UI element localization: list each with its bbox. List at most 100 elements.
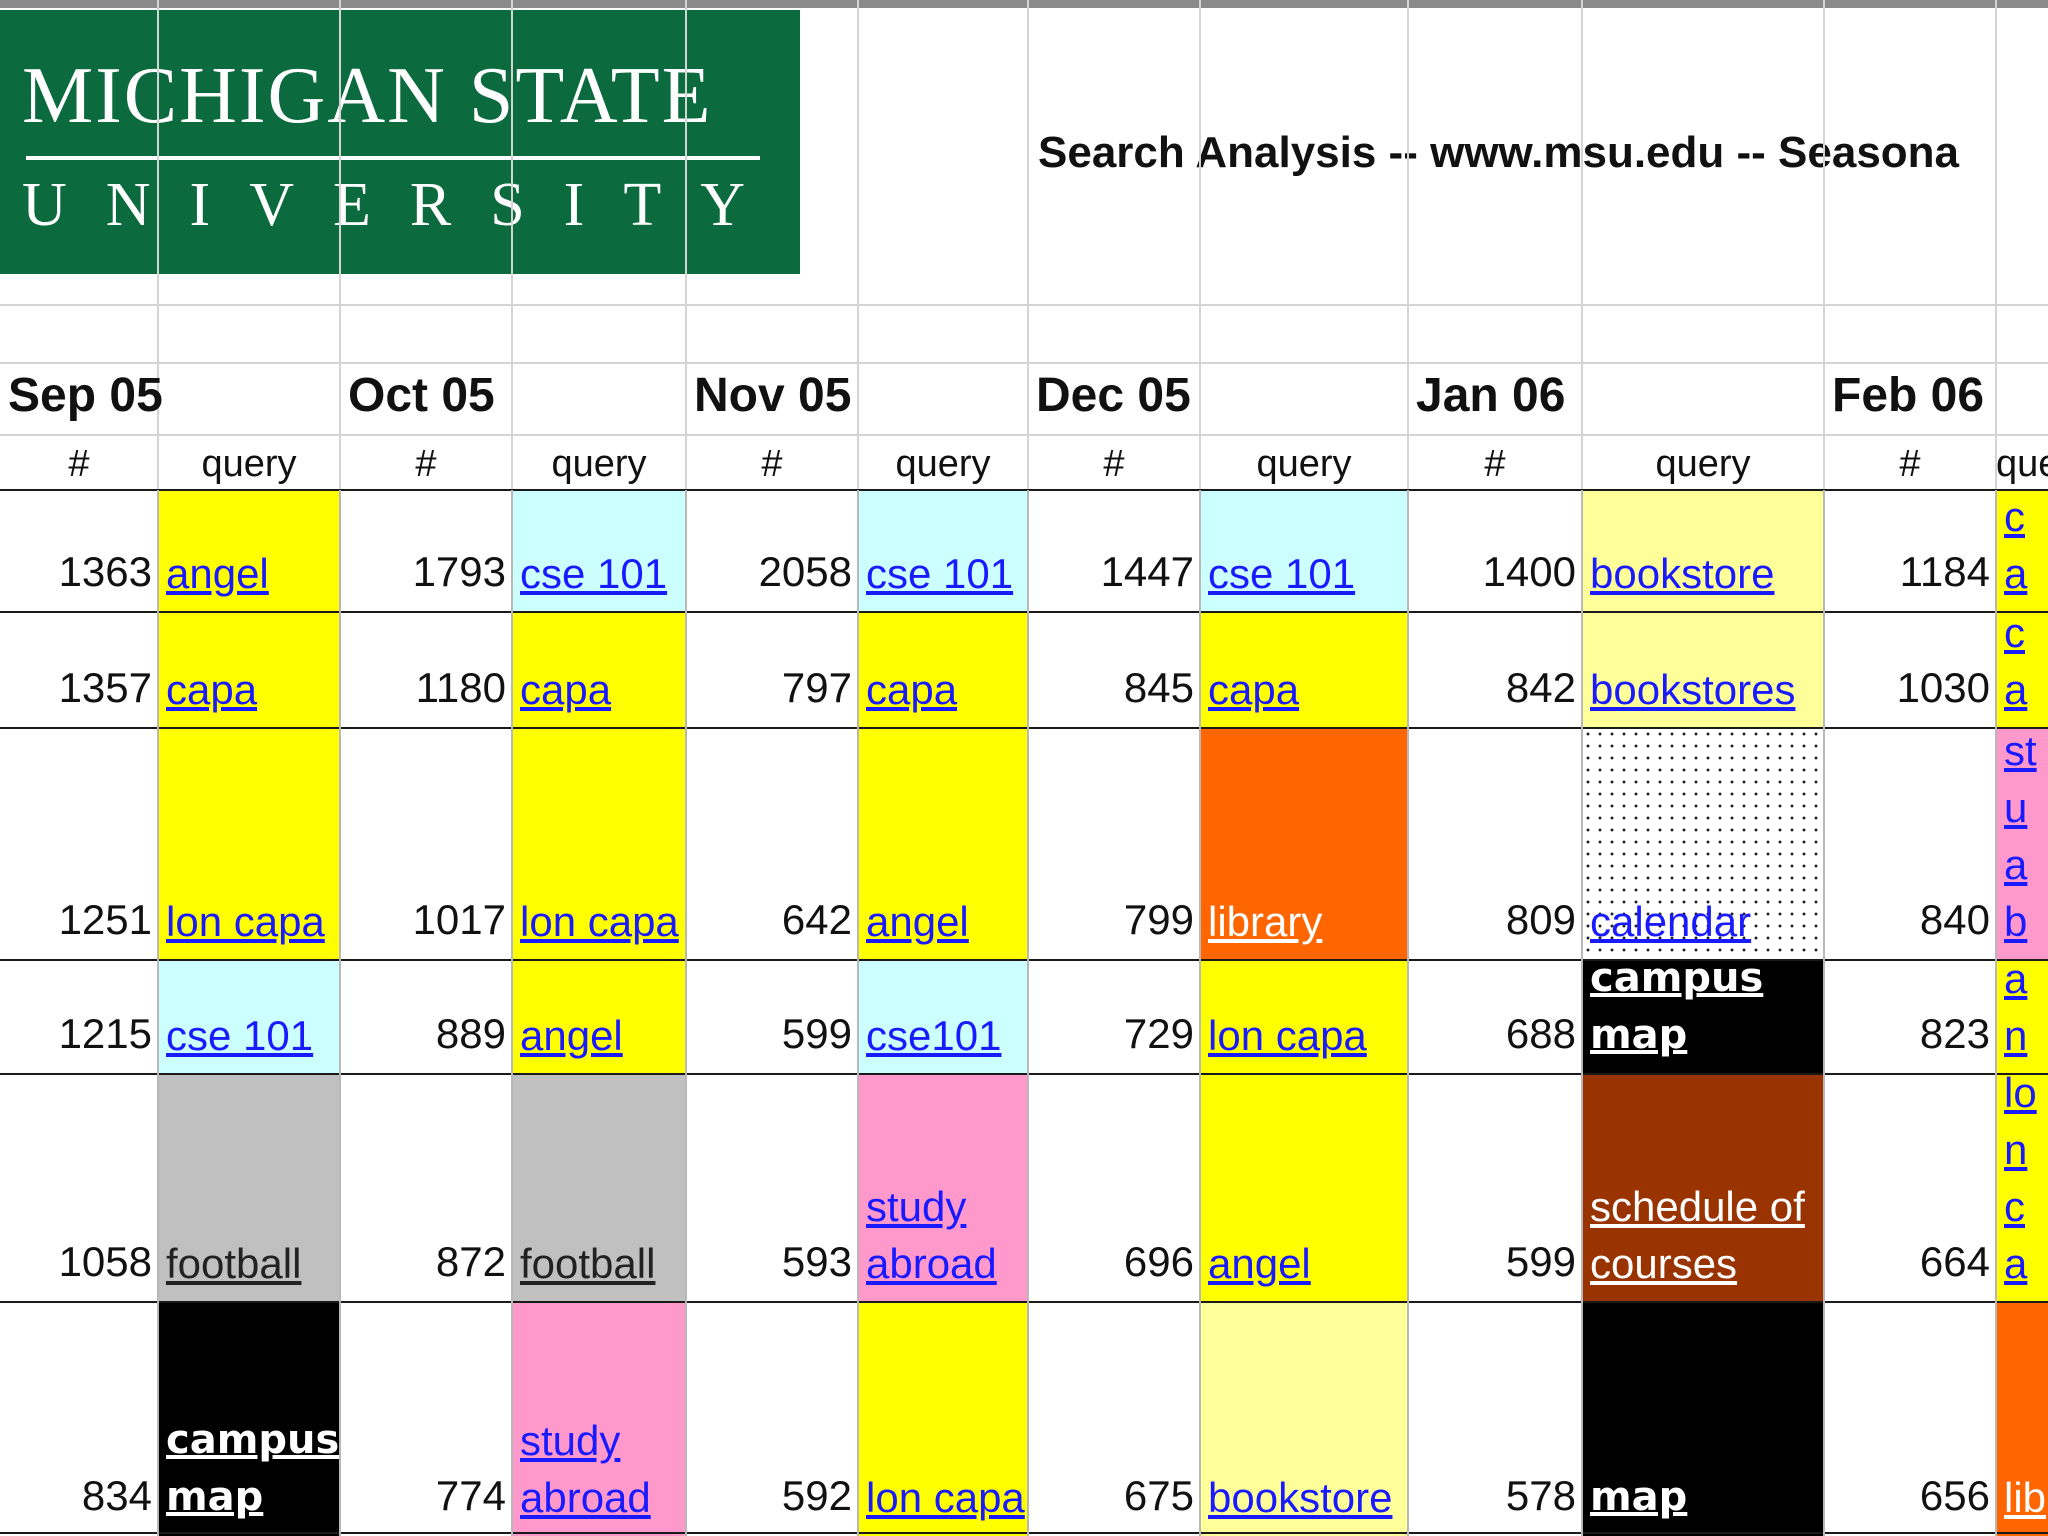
column-separator xyxy=(339,490,341,1536)
query-link[interactable]: lon ca xyxy=(2004,1074,2037,1287)
query-count: 889 xyxy=(435,1010,506,1057)
query-count: 774 xyxy=(435,1472,506,1519)
query-link[interactable]: football xyxy=(520,1240,656,1287)
query-link[interactable]: lib xyxy=(2004,1474,2047,1521)
query-link[interactable]: football xyxy=(166,1240,302,1287)
query-link[interactable]: angel xyxy=(866,898,969,945)
query-link[interactable]: map xyxy=(1590,1474,1688,1520)
count-column-header: # xyxy=(1484,443,1506,485)
month-header: Oct 05 xyxy=(348,369,495,422)
query-count: 593 xyxy=(781,1238,852,1285)
query-link[interactable]: angel xyxy=(166,550,269,597)
query-link[interactable]: lon capa xyxy=(520,898,679,945)
query-link[interactable]: angel xyxy=(1208,1240,1311,1287)
query-count: 656 xyxy=(1919,1472,1990,1519)
query-cell: map xyxy=(1582,1302,1824,1536)
query-link[interactable]: bookstore xyxy=(1590,550,1775,597)
column-separator xyxy=(685,490,687,1536)
gridline-horizontal xyxy=(0,304,2048,306)
count-column-header: # xyxy=(761,443,783,485)
query-link[interactable]: capa xyxy=(1208,666,1300,713)
query-count: 797 xyxy=(781,664,852,711)
query-cell: cse 101 xyxy=(158,960,340,1074)
column-separator xyxy=(1995,490,1997,1536)
query-link[interactable]: library xyxy=(1208,898,1323,945)
query-count: 1030 xyxy=(1896,664,1990,711)
gridline-horizontal xyxy=(0,434,2048,436)
query-link[interactable]: ca xyxy=(2004,493,2028,597)
query-count: 696 xyxy=(1123,1238,1194,1285)
query-link[interactable]: cse 101 xyxy=(520,550,668,597)
query-cell: angel xyxy=(512,960,686,1074)
query-link[interactable]: cse 101 xyxy=(866,550,1014,597)
column-separator xyxy=(1581,490,1583,1536)
row-separator xyxy=(0,1301,2048,1303)
query-link[interactable]: cse101 xyxy=(866,1012,1002,1059)
query-cell: lon ca xyxy=(1996,612,2048,728)
query-cell: cse 101 xyxy=(1200,490,1408,612)
query-count: 799 xyxy=(1123,896,1194,943)
query-column-header: query xyxy=(1256,443,1352,485)
query-link[interactable]: capa xyxy=(866,666,958,713)
query-count: 592 xyxy=(781,1472,852,1519)
row-separator xyxy=(0,959,2048,961)
query-count: 2058 xyxy=(758,548,852,595)
query-cell: capa xyxy=(512,612,686,728)
query-link[interactable]: cse 101 xyxy=(166,1012,314,1059)
query-link[interactable]: schedule of courses xyxy=(1590,1183,1805,1287)
logo-line1: MICHIGAN STATE xyxy=(22,52,713,140)
query-cell: football xyxy=(512,1074,686,1302)
query-cell: library xyxy=(1200,728,1408,960)
column-separator xyxy=(157,490,159,1536)
query-link[interactable]: campus map xyxy=(166,1417,340,1520)
query-cell: stu ab xyxy=(1996,728,2048,960)
query-count: 823 xyxy=(1919,1010,1990,1057)
row-separator xyxy=(0,489,2048,491)
query-link[interactable]: campus map xyxy=(1590,960,1764,1058)
query-link[interactable]: bookstore xyxy=(1208,1474,1393,1521)
query-cell: football xyxy=(158,1074,340,1302)
query-link[interactable]: stu ab xyxy=(2004,728,2037,945)
query-cell: cse 101 xyxy=(858,490,1028,612)
month-header: Sep 05 xyxy=(8,369,163,422)
query-cell: an xyxy=(1996,960,2048,1074)
query-count: 834 xyxy=(81,1472,152,1519)
query-count: 1017 xyxy=(412,896,506,943)
gridline-horizontal xyxy=(0,362,2048,364)
query-link[interactable]: calendar xyxy=(1590,898,1752,945)
query-cell: lib xyxy=(1996,1302,2048,1536)
msu-logo: MICHIGAN STATE UNIVERSITY xyxy=(0,10,800,274)
query-cell: campus map xyxy=(1582,960,1824,1074)
query-link[interactable]: lon ca xyxy=(2004,612,2028,713)
query-link[interactable]: study abroad xyxy=(520,1417,651,1521)
query-column-header: query xyxy=(1655,443,1751,485)
query-count: 1058 xyxy=(58,1238,152,1285)
query-cell: lon capa xyxy=(512,728,686,960)
query-link[interactable]: angel xyxy=(520,1012,623,1059)
query-link[interactable]: capa xyxy=(520,666,612,713)
count-column-header: # xyxy=(1899,443,1921,485)
column-separator xyxy=(857,490,859,1536)
query-cell: lon ca xyxy=(1996,1074,2048,1302)
query-link[interactable]: study abroad xyxy=(866,1183,997,1287)
query-column-header: query xyxy=(201,443,297,485)
query-count: 1447 xyxy=(1100,548,1194,595)
query-link[interactable]: bookstores xyxy=(1590,666,1796,713)
month-header: Dec 05 xyxy=(1036,369,1191,422)
query-cell: capa xyxy=(1200,612,1408,728)
logo-line2: UNIVERSITY xyxy=(22,171,784,239)
query-count: 1251 xyxy=(58,896,152,943)
query-cell: bookstore xyxy=(1582,490,1824,612)
query-link[interactable]: lon capa xyxy=(166,898,325,945)
query-link[interactable]: cse 101 xyxy=(1208,550,1356,597)
sheet-top-edge xyxy=(0,0,2048,8)
query-link[interactable]: lon capa xyxy=(1208,1012,1367,1059)
query-cell: angel xyxy=(1200,1074,1408,1302)
query-cell: capa xyxy=(158,612,340,728)
query-count: 872 xyxy=(435,1238,506,1285)
query-link[interactable]: lon capa xyxy=(866,1474,1025,1521)
query-cell: bookstores xyxy=(1582,612,1824,728)
query-link[interactable]: capa xyxy=(166,666,258,713)
query-column-header: query xyxy=(551,443,647,485)
query-link[interactable]: an xyxy=(2004,960,2028,1059)
